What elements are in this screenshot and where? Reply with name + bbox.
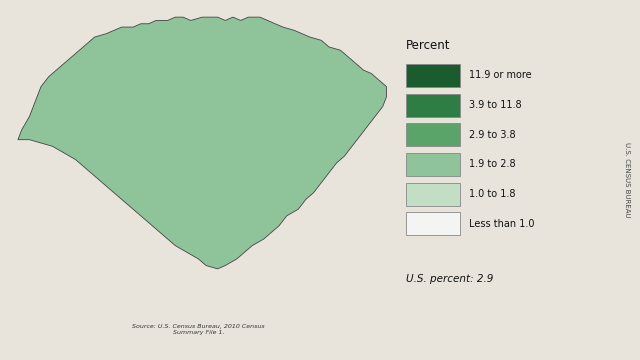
Bar [406,183,460,206]
Text: Percent: Percent [406,39,451,53]
Text: U.S. CENSUS BUREAU: U.S. CENSUS BUREAU [625,142,630,218]
Bar [406,94,460,117]
Bar [406,153,460,176]
Text: Source: U.S. Census Bureau, 2010 Census
Summary File 1.: Source: U.S. Census Bureau, 2010 Census … [132,324,265,335]
Text: 1.0 to 1.8: 1.0 to 1.8 [469,189,516,199]
Text: U.S. percent: 2.9: U.S. percent: 2.9 [406,274,493,284]
Bar [406,123,460,146]
Text: 3.9 to 11.8: 3.9 to 11.8 [469,100,522,110]
Text: 1.9 to 2.8: 1.9 to 2.8 [469,159,516,170]
Bar [406,64,460,87]
Bar [406,212,460,235]
Text: 11.9 or more: 11.9 or more [469,70,532,80]
Polygon shape [18,17,387,269]
Text: 2.9 to 3.8: 2.9 to 3.8 [469,130,516,140]
Text: Less than 1.0: Less than 1.0 [469,219,534,229]
